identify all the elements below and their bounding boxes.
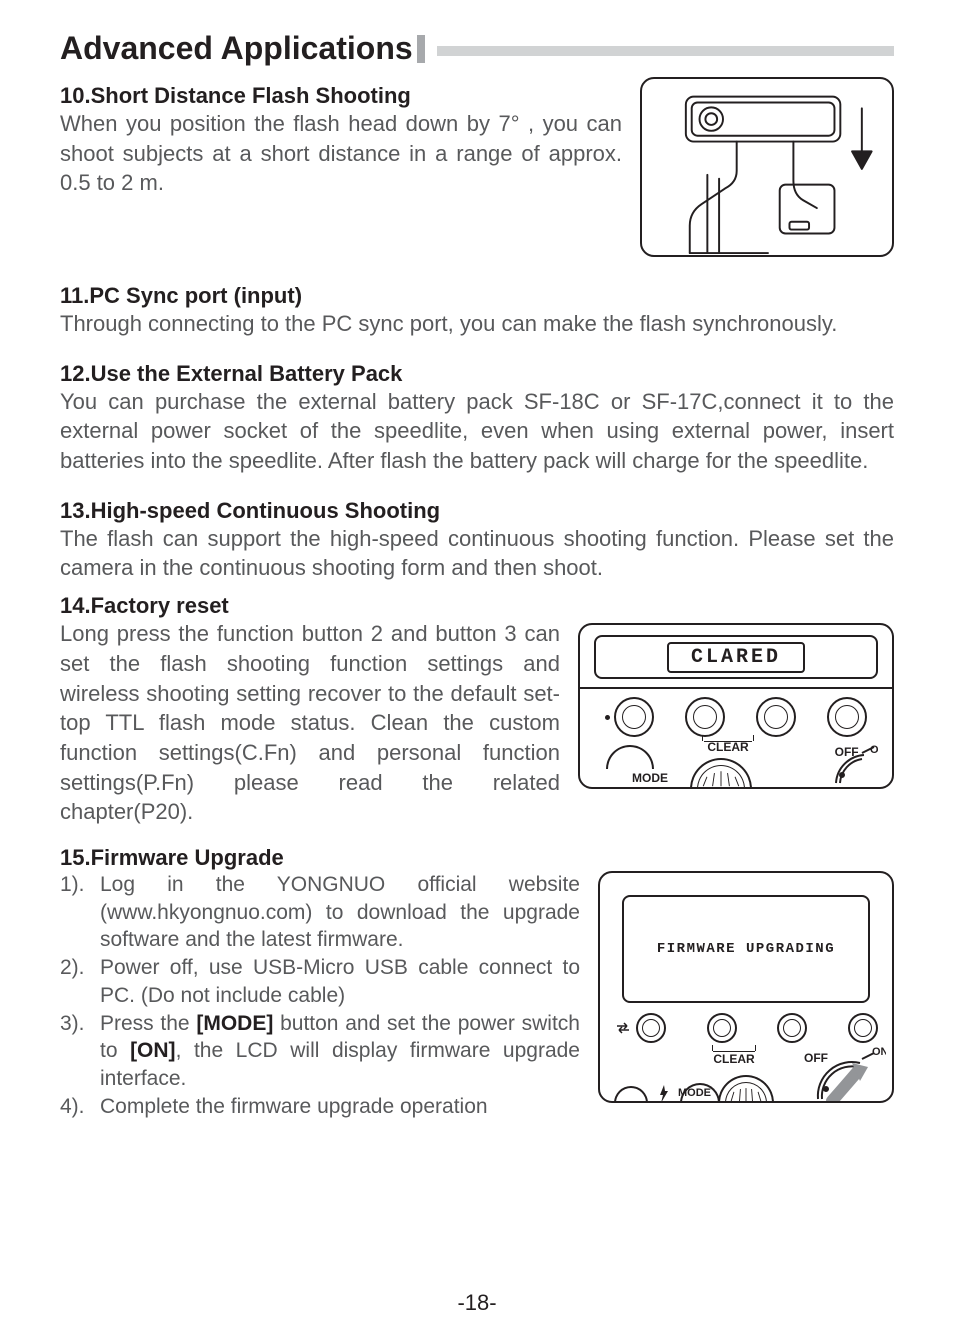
fn-button-4 — [827, 697, 867, 737]
list-item: 2). Power off, use USB-Micro USB cable c… — [60, 954, 580, 1009]
heading-14: 14.Factory reset — [60, 593, 560, 619]
mode-label: MODE — [632, 771, 668, 785]
dial-icon — [718, 1075, 774, 1103]
power-switch-icon: O — [834, 745, 878, 785]
list-body: Complete the firmware upgrade operation — [100, 1093, 580, 1121]
list-body: Press the [MODE] button and set the powe… — [100, 1010, 580, 1093]
page-number: -18- — [0, 1290, 954, 1316]
list-item: 4). Complete the firmware upgrade operat… — [60, 1093, 580, 1121]
fn-button-1 — [614, 697, 654, 737]
list-body: Log in the YONGNUO official website (www… — [100, 871, 580, 954]
fn-button-1 — [636, 1013, 666, 1043]
mode-label: MODE — [678, 1087, 711, 1099]
fn-button-3 — [777, 1013, 807, 1043]
lcd-text: FIRMWARE UPGRADING — [657, 941, 835, 957]
body-10: When you position the flash head down by… — [60, 109, 622, 198]
o-label: O — [870, 745, 878, 756]
figure-firmware-upgrade: FIRMWARE UPGRADING CLEAR OFF — [598, 871, 894, 1103]
bolt-icon — [658, 1085, 670, 1103]
list-item: 3). Press the [MODE] button and set the … — [60, 1010, 580, 1093]
repeat-icon — [614, 1022, 632, 1034]
on-arrow-icon — [832, 1063, 868, 1101]
heading-10: 10.Short Distance Flash Shooting — [60, 83, 622, 109]
t: Press the — [100, 1012, 196, 1035]
figure-flash-head — [640, 77, 894, 257]
clear-label: CLEAR — [713, 1052, 754, 1066]
heading-11: 11.PC Sync port (input) — [60, 283, 894, 309]
list-num: 1). — [60, 871, 100, 954]
body-14: Long press the function button 2 and but… — [60, 619, 560, 827]
fn-button-3 — [756, 697, 796, 737]
lcd-window: FIRMWARE UPGRADING — [622, 895, 870, 1003]
lcd-text: CLARED — [667, 642, 805, 673]
body-12: You can purchase the external battery pa… — [60, 387, 894, 476]
body-13: The flash can support the high-speed con… — [60, 524, 894, 583]
clear-bracket: CLEAR — [702, 741, 754, 754]
t: [ON] — [130, 1039, 176, 1062]
clear-label: CLEAR — [707, 740, 748, 754]
list-15: 1). Log in the YONGNUO official website … — [60, 871, 580, 1120]
list-num: 4). — [60, 1093, 100, 1121]
fn-button-4 — [848, 1013, 878, 1043]
heading-13: 13.High-speed Continuous Shooting — [60, 498, 894, 524]
fn-button-2 — [707, 1013, 737, 1043]
dot-icon — [605, 715, 610, 720]
figure-factory-reset: CLARED MODE — [578, 623, 894, 789]
section-title: Advanced Applications — [60, 30, 894, 67]
t: [MODE] — [196, 1012, 273, 1035]
side-button-icon — [614, 1086, 648, 1103]
clear-bracket: CLEAR — [712, 1045, 756, 1066]
svg-text:ON: ON — [872, 1046, 886, 1058]
body-11: Through connecting to the PC sync port, … — [60, 309, 894, 339]
title-bar-icon — [417, 35, 425, 63]
fn-button-2 — [685, 697, 725, 737]
title-tail-icon — [437, 46, 894, 56]
power-switch-on: ON — [812, 1045, 886, 1101]
lcd-window: CLARED — [594, 635, 878, 679]
dial-icon — [690, 758, 752, 789]
heading-15: 15.Firmware Upgrade — [60, 845, 580, 871]
list-item: 1). Log in the YONGNUO official website … — [60, 871, 580, 954]
mode-button-icon — [606, 745, 654, 769]
title-text: Advanced Applications — [60, 30, 413, 67]
heading-12: 12.Use the External Battery Pack — [60, 361, 894, 387]
list-body: Power off, use USB-Micro USB cable conne… — [100, 954, 580, 1009]
list-num: 2). — [60, 954, 100, 1009]
list-num: 3). — [60, 1010, 100, 1093]
